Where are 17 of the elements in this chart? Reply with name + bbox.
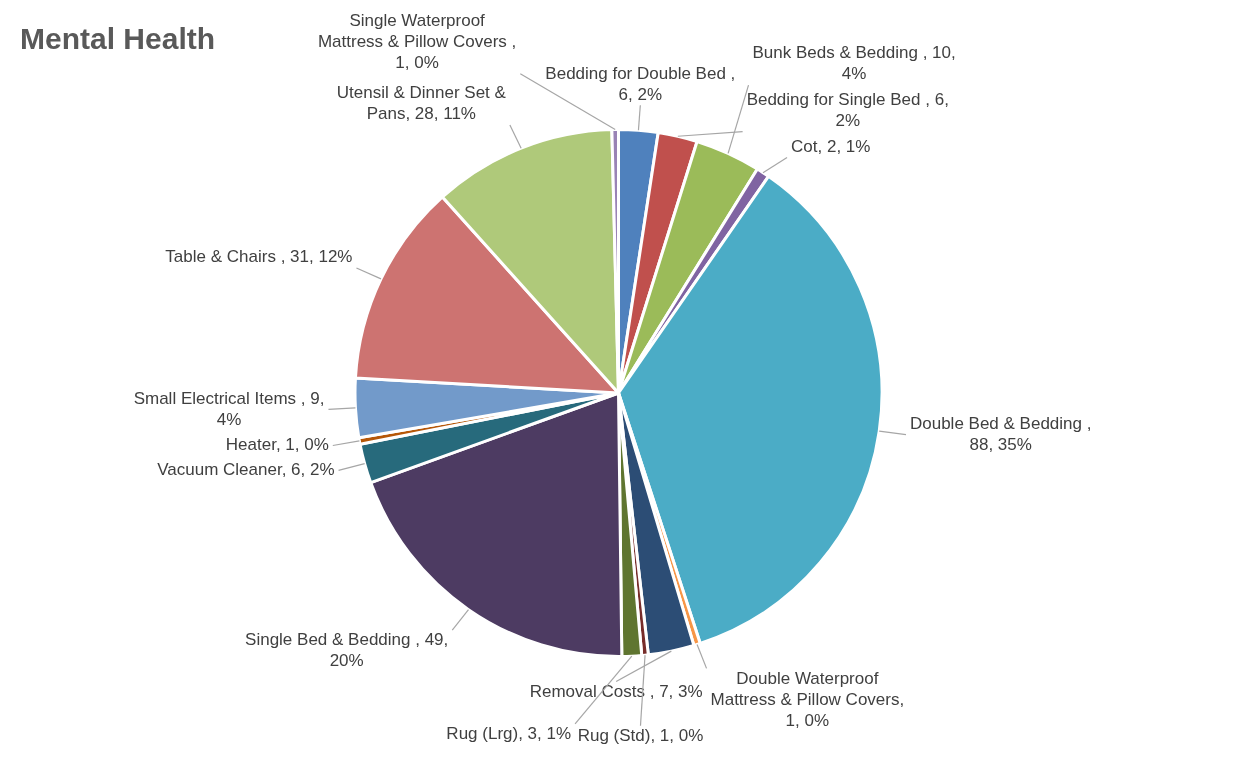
slice-label: Small Electrical Items , 9, 4%: [133, 388, 325, 429]
slice-label: Rug (Lrg), 3, 1%: [446, 724, 572, 744]
slice-label: Utensil & Dinner Set & Pans, 28, 11%: [336, 83, 507, 124]
slice-label: Double Waterproof Mattress & Pillow Covers, 1, 0%: [710, 668, 905, 730]
slice-label: Double Bed & Bedding , 88, 35%: [909, 413, 1092, 454]
slice-label: Single Bed & Bedding , 49, 20%: [245, 630, 449, 671]
slice-label: Removal Costs , 7, 3%: [529, 681, 703, 701]
slice-label: Cot, 2, 1%: [791, 136, 871, 156]
slice-label: Single Waterproof Mattress & Pillow Covers , 1, 0%: [317, 10, 517, 72]
slice-label: Heater, 1, 0%: [225, 435, 329, 455]
slice-label: Rug (Std), 1, 0%: [577, 725, 704, 745]
slice-label: Table & Chairs , 31, 12%: [165, 247, 353, 267]
chart-title: Mental Health: [20, 22, 216, 56]
slice-label: Bunk Beds & Bedding , 10, 4%: [752, 43, 956, 84]
slice-label: Vacuum Cleaner, 6, 2%: [157, 459, 335, 479]
slice-label: Bedding for Double Bed , 6, 2%: [545, 63, 736, 104]
slice-label: Bedding for Single Bed , 6, 2%: [746, 89, 949, 130]
